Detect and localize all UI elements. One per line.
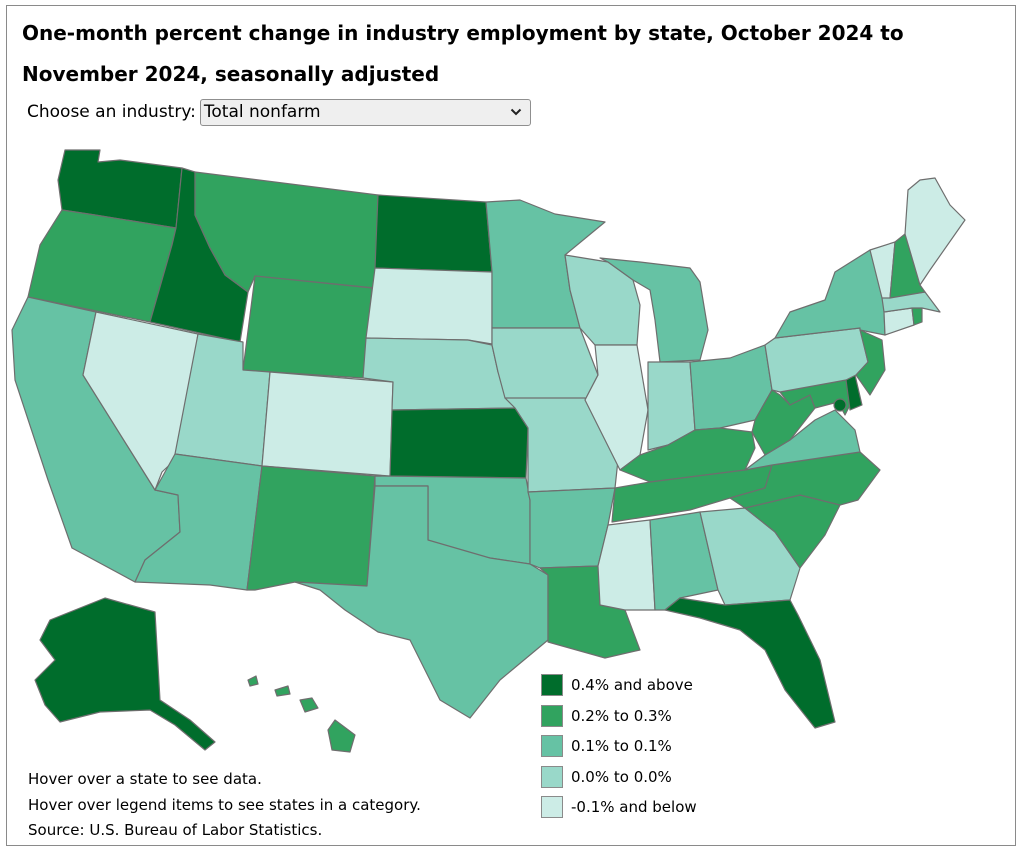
state-new-hampshire[interactable] xyxy=(889,233,926,299)
industry-select-value: Total nonfarm xyxy=(203,102,321,122)
legend: 0.4% and above 0.2% to 0.3% 0.1% to 0.1% 0.… xyxy=(541,670,697,823)
state-iowa[interactable] xyxy=(491,327,599,401)
state-south-dakota[interactable] xyxy=(365,267,493,345)
state-hawaii[interactable] xyxy=(327,719,356,753)
legend-swatch xyxy=(541,796,563,819)
hover-legend-note: Hover over legend items to see states in… xyxy=(28,795,421,814)
source-note: Source: U.S. Bureau of Labor Statistics. xyxy=(28,821,323,839)
state-wyoming[interactable] xyxy=(242,275,373,379)
state-mississippi[interactable] xyxy=(597,519,656,611)
legend-label: 0.2% to 0.3% xyxy=(571,706,672,725)
chevron-down-icon xyxy=(510,108,522,116)
state-texas[interactable] xyxy=(294,485,549,719)
legend-label: 0.0% to 0.0% xyxy=(571,767,672,786)
state-alaska[interactable] xyxy=(34,597,216,751)
legend-swatch xyxy=(541,765,563,788)
industry-select-label: Choose an industry: xyxy=(27,102,196,122)
state-connecticut[interactable] xyxy=(883,307,915,336)
state-new-mexico[interactable] xyxy=(246,465,376,591)
state-rhode-island[interactable] xyxy=(911,307,923,326)
legend-swatch xyxy=(541,704,563,727)
state-colorado[interactable] xyxy=(261,371,394,477)
legend-swatch xyxy=(541,735,563,758)
state-florida[interactable] xyxy=(664,597,836,729)
notes: Hover over a state to see data. Hover ov… xyxy=(28,767,421,844)
hover-state-note: Hover over a state to see data. xyxy=(28,770,262,788)
legend-label: -0.1% and below xyxy=(571,798,697,817)
state-north-dakota[interactable] xyxy=(374,194,493,273)
state-north-carolina[interactable] xyxy=(729,451,881,509)
state-new-york[interactable] xyxy=(774,249,886,339)
industry-select[interactable]: Total nonfarm xyxy=(199,98,531,126)
legend-item[interactable]: 0.2% to 0.3% xyxy=(541,701,697,732)
industry-chooser: Choose an industry: Total nonfarm xyxy=(27,98,531,126)
state-michigan[interactable] xyxy=(599,257,709,363)
state-district-of-columbia[interactable] xyxy=(833,398,847,412)
state-maine[interactable] xyxy=(904,177,966,286)
state-new-jersey[interactable] xyxy=(855,329,886,396)
legend-item[interactable]: 0.0% to 0.0% xyxy=(541,762,697,793)
legend-item[interactable]: 0.4% and above xyxy=(541,670,697,701)
state-kansas[interactable] xyxy=(389,407,529,479)
legend-label: 0.4% and above xyxy=(571,676,693,695)
legend-label: 0.1% to 0.1% xyxy=(571,737,672,756)
legend-item[interactable]: -0.1% and below xyxy=(541,792,697,823)
page-title: One-month percent change in industry emp… xyxy=(22,21,904,86)
state-hawaii-islands[interactable] xyxy=(247,675,319,713)
legend-item[interactable]: 0.1% to 0.1% xyxy=(541,731,697,762)
legend-swatch xyxy=(541,674,563,697)
